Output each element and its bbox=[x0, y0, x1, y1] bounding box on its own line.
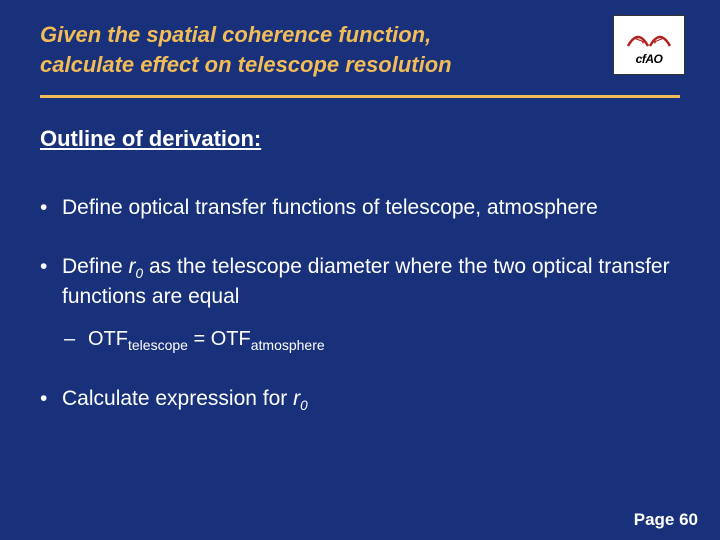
otf-telescope-sub: telescope bbox=[128, 337, 188, 353]
otf-telescope-label: OTF bbox=[88, 328, 128, 350]
bullet-1-text: Define optical transfer functions of tel… bbox=[62, 196, 598, 219]
bullet-2-sub: 0 bbox=[136, 266, 144, 281]
bullet-2: Define r0 as the telescope diameter wher… bbox=[40, 253, 680, 355]
bullet-1: Define optical transfer functions of tel… bbox=[40, 194, 680, 222]
bullet-2-var: r bbox=[129, 255, 136, 278]
bullet-3-sub: 0 bbox=[300, 398, 308, 413]
bullet-list: Define optical transfer functions of tel… bbox=[40, 194, 680, 415]
title-line-2: calculate effect on telescope resolution bbox=[40, 52, 452, 77]
bullet-2-post: as the telescope diameter where the two … bbox=[62, 255, 670, 309]
cfao-logo: cfAO bbox=[613, 15, 685, 75]
page-number: Page 60 bbox=[634, 510, 698, 530]
subtitle: Outline of derivation: bbox=[40, 126, 680, 152]
otf-atmosphere-sub: atmosphere bbox=[251, 337, 325, 353]
bullet-2-pre: Define bbox=[62, 255, 129, 278]
sub-bullet: OTFtelescope = OTFatmosphere bbox=[62, 326, 680, 355]
logo-text: cfAO bbox=[636, 52, 663, 66]
equals-sign: = bbox=[188, 328, 211, 350]
slide-title: Given the spatial coherence function, ca… bbox=[40, 20, 680, 79]
slide-container: Given the spatial coherence function, ca… bbox=[0, 0, 720, 540]
otf-atmosphere-label: OTF bbox=[211, 328, 251, 350]
logo-graphic bbox=[624, 24, 674, 50]
bullet-3-pre: Calculate expression for bbox=[62, 387, 293, 410]
title-divider bbox=[40, 95, 680, 98]
title-line-1: Given the spatial coherence function, bbox=[40, 22, 431, 47]
bullet-3: Calculate expression for r0 bbox=[40, 385, 680, 416]
header: Given the spatial coherence function, ca… bbox=[40, 20, 680, 91]
